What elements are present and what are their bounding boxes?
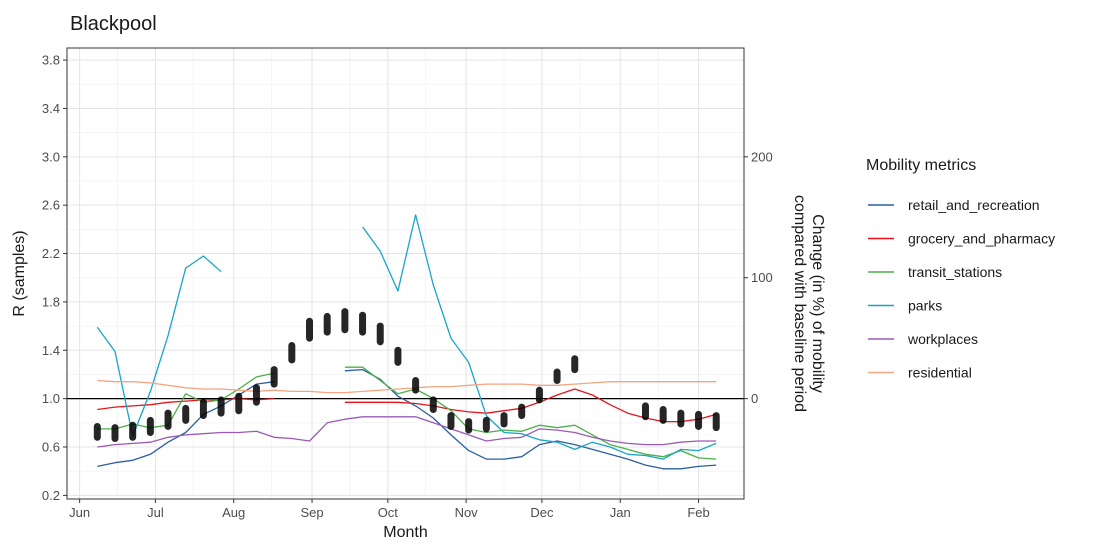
x-tick-label: Dec	[530, 505, 554, 520]
x-tick-label: Jun	[69, 505, 90, 520]
series-line-transit_stations	[344, 366, 717, 460]
series-parks	[96, 214, 717, 460]
legend-label-residential: residential	[908, 365, 972, 381]
series-line-parks	[362, 214, 717, 460]
x-tick-label: Nov	[455, 505, 479, 520]
y-tick-label: 1.4	[42, 343, 60, 358]
y-tick-label: 0.6	[42, 440, 60, 455]
y-tick-label: 1.8	[42, 294, 60, 309]
legend-item-transit_stations: transit_stations	[868, 264, 1002, 280]
legend-title: Mobility metrics	[866, 157, 976, 174]
legend-item-parks: parks	[868, 298, 942, 314]
y-tick-label: 3.0	[42, 149, 60, 164]
gridlines	[67, 48, 744, 499]
y2-tick-label: 0	[751, 391, 758, 406]
x-tick-label: Jul	[147, 505, 164, 520]
y-tick-label: 1.0	[42, 391, 60, 406]
y2-axis-title-line-1: Change (in %) of mobility	[809, 214, 826, 393]
series-line-retail_and_recreation	[344, 368, 717, 470]
y2-tick-label: 100	[751, 270, 773, 285]
series-transit_stations	[97, 366, 717, 460]
series-workplaces	[97, 416, 717, 448]
legend-label-retail_and_recreation: retail_and_recreation	[908, 197, 1040, 213]
legend-label-workplaces: workplaces	[907, 331, 978, 347]
legend-item-grocery_and_pharmacy: grocery_and_pharmacy	[868, 231, 1055, 247]
series-line-transit_stations	[97, 372, 275, 430]
x-tick-label: Aug	[222, 505, 245, 520]
series-retail_and_recreation	[97, 368, 717, 470]
legend-item-residential: residential	[868, 365, 972, 381]
x-tick-label: Oct	[378, 505, 399, 520]
y2-axis-title-line-2: compared with baseline period	[791, 195, 808, 412]
y-tick-label: 2.2	[42, 246, 60, 261]
legend-item-retail_and_recreation: retail_and_recreation	[868, 197, 1040, 213]
series-line-parks	[96, 255, 222, 437]
mobility-series-layer	[96, 214, 717, 470]
legend: Mobility metrics retail_and_recreationgr…	[866, 157, 1055, 381]
legend-label-transit_stations: transit_stations	[908, 264, 1002, 280]
legend-item-workplaces: workplaces	[868, 331, 978, 347]
r-samples-layer	[93, 308, 720, 443]
y-tick-label: 0.2	[42, 488, 60, 503]
x-tick-label: Sep	[300, 505, 323, 520]
series-residential	[97, 379, 717, 394]
series-line-grocery_and_pharmacy	[344, 388, 717, 423]
y-tick-label: 3.4	[42, 101, 60, 116]
y-tick-label: 3.8	[42, 53, 60, 68]
legend-items: retail_and_recreation grocery_and_pharmac…	[868, 197, 1055, 381]
x-tick-label: Jan	[610, 505, 631, 520]
series-line-workplaces	[97, 416, 717, 448]
x-axis-title: Month	[383, 524, 427, 541]
y2-tick-label: 200	[751, 149, 773, 164]
panel-border	[66, 47, 745, 500]
series-line-retail_and_recreation	[97, 381, 275, 468]
axis-layer: 0.2 0.6 1.0 1.4 1.8 2.2 2.6 3.0 3.4 3.8 Jun Jul Aug S…	[42, 53, 773, 520]
chart-title: Blackpool	[70, 13, 157, 35]
legend-label-grocery_and_pharmacy: grocery_and_pharmacy	[908, 231, 1055, 247]
series-line-residential	[97, 379, 717, 394]
legend-label-parks: parks	[908, 298, 942, 314]
y-axis-title: R (samples)	[11, 230, 28, 316]
x-tick-label: Feb	[687, 505, 709, 520]
y-tick-label: 2.6	[42, 198, 60, 213]
